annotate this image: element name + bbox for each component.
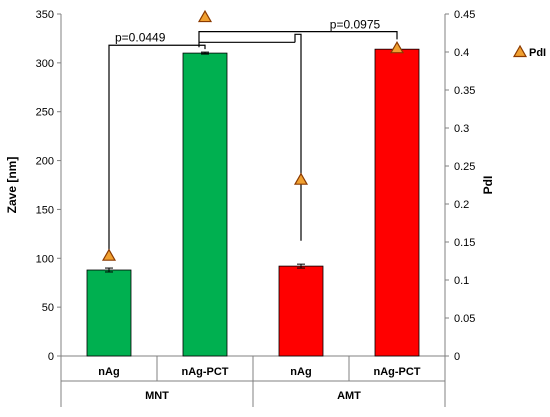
bar bbox=[374, 48, 420, 357]
category-label: nAg bbox=[98, 366, 119, 378]
category-label: nAg-PCT bbox=[373, 366, 420, 378]
legend-pdi-label: PdI bbox=[529, 47, 546, 59]
y-tick-label: 200 bbox=[36, 156, 54, 168]
group-label: MNT bbox=[145, 390, 169, 402]
significance-bracket bbox=[198, 30, 398, 48]
y-axis-title: Zave [nm] bbox=[5, 157, 19, 214]
pdi-marker bbox=[197, 9, 213, 23]
category-label: nAg-PCT bbox=[181, 366, 228, 378]
y2-tick-label: 0.15 bbox=[454, 237, 475, 249]
legend-pdi-marker bbox=[512, 44, 528, 58]
y-tick-label: 250 bbox=[36, 107, 54, 119]
y2-tick-label: 0.45 bbox=[454, 9, 475, 21]
p-value-label: p=0.0449 bbox=[115, 30, 166, 44]
pdi-marker bbox=[293, 172, 309, 185]
y-tick-label: 300 bbox=[36, 58, 54, 70]
y2-tick-label: 0.4 bbox=[454, 47, 469, 59]
y2-tick-label: 0.2 bbox=[454, 199, 469, 211]
pdi-marker bbox=[389, 40, 405, 54]
y-tick-label: 50 bbox=[42, 302, 54, 314]
significance-bracket bbox=[294, 33, 302, 241]
group-label: AMT bbox=[337, 390, 361, 402]
category-label: nAg bbox=[290, 366, 311, 378]
y2-tick-label: 0.3 bbox=[454, 123, 469, 135]
y2-tick-label: 0.35 bbox=[454, 85, 475, 97]
bar bbox=[86, 269, 132, 357]
y2-tick-label: 0.1 bbox=[454, 275, 469, 287]
y-tick-label: 350 bbox=[36, 9, 54, 21]
y2-tick-label: 0.25 bbox=[454, 161, 475, 173]
y2-axis-title: PdI bbox=[481, 176, 495, 195]
bar bbox=[182, 52, 228, 357]
significance-bracket bbox=[108, 44, 206, 259]
y-tick-label: 0 bbox=[48, 351, 54, 363]
bar bbox=[278, 265, 324, 357]
y-tick-label: 100 bbox=[36, 253, 54, 265]
pdi-marker bbox=[101, 248, 117, 261]
y2-tick-label: 0.05 bbox=[454, 313, 475, 325]
p-value-label: p=0.0975 bbox=[330, 18, 381, 32]
y-tick-label: 150 bbox=[36, 204, 54, 216]
y2-tick-label: 0 bbox=[454, 351, 460, 363]
